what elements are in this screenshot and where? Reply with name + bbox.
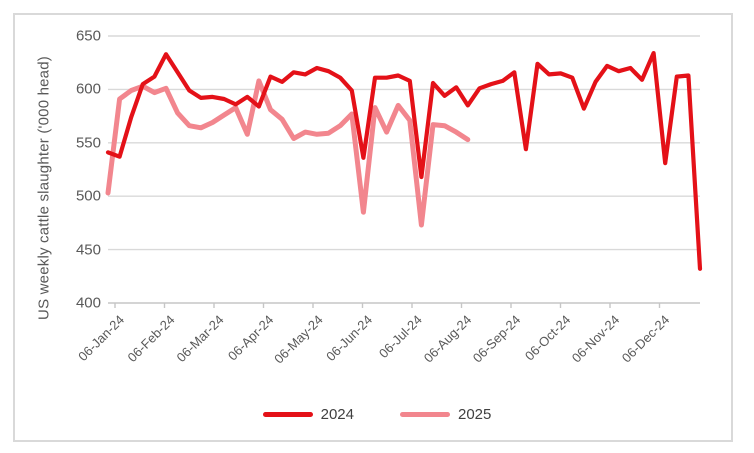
legend-label-2024: 2024 bbox=[320, 406, 354, 423]
legend-swatch-2024 bbox=[262, 412, 313, 417]
y-axis-tick-label: 600 bbox=[75, 80, 101, 98]
gridlines bbox=[108, 35, 700, 304]
series-line-2025 bbox=[105, 78, 471, 228]
y-axis-tick-label: 400 bbox=[75, 294, 101, 312]
y-axis-title: US weekly cattle slaughter ('000 head) bbox=[35, 56, 53, 320]
series-line-2024 bbox=[105, 50, 703, 271]
legend-label-2025: 2025 bbox=[458, 406, 492, 423]
y-axis-tick-label: 500 bbox=[75, 187, 101, 205]
x-axis bbox=[114, 303, 661, 308]
y-axis-tick-label: 450 bbox=[75, 241, 101, 259]
legend-swatch-2025 bbox=[400, 412, 450, 417]
y-axis-tick-label: 550 bbox=[75, 134, 101, 152]
y-axis-tick-label: 650 bbox=[75, 27, 101, 45]
series-lines bbox=[105, 50, 703, 271]
legend: 2024 2025 bbox=[0, 406, 754, 423]
